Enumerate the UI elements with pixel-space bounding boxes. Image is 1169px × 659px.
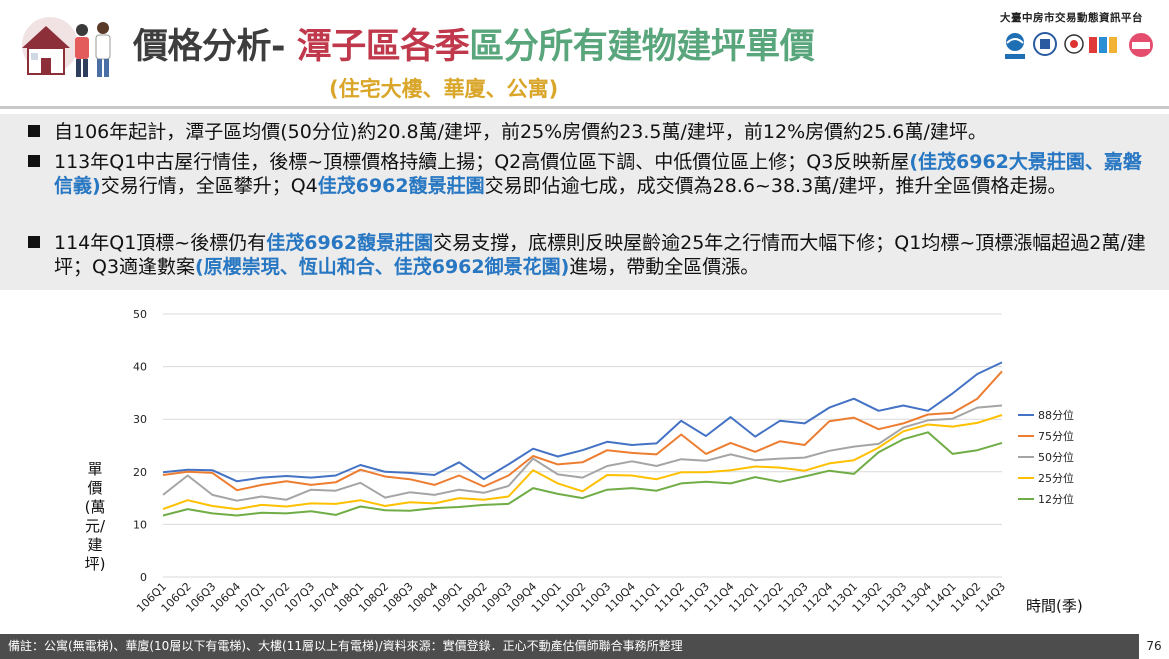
series-line-1: [162, 370, 1003, 492]
agency-logo-icon: [1064, 34, 1084, 54]
slide-subtitle: (住宅大樓、華廈、公寓): [329, 77, 559, 101]
series-line-3: [162, 414, 1003, 511]
chart-gridlines: [163, 313, 1002, 578]
partner-logos: [1001, 31, 1159, 61]
realtor-logo-icon: [1129, 33, 1153, 57]
highlighted-project-name: (原櫻崇現、恆山和合、佳茂6962御景花園): [195, 256, 570, 278]
legend-label: 50分位: [1038, 450, 1074, 464]
y-tick-label: 20: [133, 466, 147, 479]
series-line-0: [162, 361, 1003, 483]
bullet-text-segment: 114年Q1頂標~後標仍有: [54, 232, 267, 254]
bullet-text-segment: 進場，帶動全區價漲。: [569, 256, 760, 278]
city-emblem-logo-icon: [1033, 32, 1057, 56]
bullet-square-icon: [28, 155, 40, 167]
analysis-bullets: 自106年起計，潭子區均價(50分位)約20.8萬/建坪，前25%房價約23.5…: [0, 114, 1169, 290]
highlighted-project-name: 佳茂6962馥景莊園: [266, 232, 434, 254]
slide-header: 價格分析- 潭子區各季區分所有建物建坪單價 (住宅大樓、華廈、公寓) 大臺中房市…: [0, 0, 1169, 110]
y-axis-title-text: 單價(萬元/建坪): [84, 460, 106, 573]
slide-title: 價格分析- 潭子區各季區分所有建物建坪單價: [133, 18, 815, 69]
legend-label: 75分位: [1038, 429, 1074, 443]
bullet-square-icon: [28, 125, 40, 137]
footer-note: 備註：公寓(無電梯)、華廈(10層以下有電梯)、大樓(11層以上有電梯)/資料來…: [0, 634, 1139, 659]
bullet-item: 114年Q1頂標~後標仍有佳茂6962馥景莊園交易支撐，底標則反映屋齡逾25年之…: [28, 231, 1153, 281]
legend-label: 12分位: [1038, 492, 1074, 506]
bullet-text-segment: 113年Q1中古屋行情佳，後標~頂標價格持續上揚；Q2高價位區下調、中低價位區上…: [54, 151, 910, 173]
header-divider: [0, 106, 1169, 109]
bullet-text-segment: 交易支撐，底標則反映屋齡逾25年之行情而大幅下修；Q1均標~頂標漲幅超過2萬/建…: [54, 232, 1146, 278]
chart-series: [162, 361, 1003, 517]
legend-label: 25分位: [1038, 471, 1074, 485]
series-line-4: [162, 431, 1003, 517]
bullet-text: 113年Q1中古屋行情佳，後標~頂標價格持續上揚；Q2高價位區下調、中低價位區上…: [54, 150, 1154, 198]
tiptop-logo-icon: [1089, 37, 1117, 53]
bullet-text-segment: 自106年起計，潭子區均價(50分位)約20.8萬/建坪，前25%房價約23.5…: [54, 121, 987, 143]
y-tick-label: 40: [133, 361, 147, 374]
bullet-text-segment: 交易即佔逾七成，成交價為28.6~38.3萬/建坪，推升全區價格走揚。: [484, 175, 1067, 197]
y-axis-title: 單價(萬元/建坪): [84, 460, 106, 574]
tuda-logo-icon: [1005, 33, 1025, 59]
page-number: 76: [1146, 639, 1162, 653]
highlighted-project-name: (佳茂6962大景莊園、嘉磐信義): [54, 151, 1142, 197]
bullet-square-icon: [28, 236, 40, 248]
title-building-unit-price: 區分所有建物建坪單價: [469, 27, 815, 67]
y-tick-label: 30: [133, 413, 147, 426]
x-axis-title: 時間(季): [1026, 597, 1083, 615]
legend-label: 88分位: [1038, 408, 1074, 422]
y-tick-label: 50: [133, 308, 147, 321]
unit-price-line-chart: 0 10 20 30 40 50 106Q1106Q2106Q3106Q4107Q1107…: [133, 308, 1074, 615]
bullet-text: 114年Q1頂標~後標仍有佳茂6962馥景莊園交易支撐，底標則反映屋齡逾25年之…: [54, 231, 1154, 279]
x-axis-ticks: 106Q1106Q2106Q3106Q4107Q1107Q2107Q3107Q4…: [134, 580, 1008, 615]
highlighted-project-name: 佳茂6962馥景莊園: [317, 175, 485, 197]
bullet-item: 自106年起計，潭子區均價(50分位)約20.8萬/建坪，前25%房價約23.5…: [28, 120, 1153, 144]
y-tick-label: 10: [133, 518, 147, 531]
series-line-2: [162, 404, 1003, 502]
family-house-illustration-icon: [22, 17, 111, 77]
chart-legend: 88分位 75分位 50分位 25分位 12分位: [1018, 408, 1074, 506]
bullet-text: 自106年起計，潭子區均價(50分位)約20.8萬/建坪，前25%房價約23.5…: [54, 120, 1154, 144]
title-prefix: 價格分析-: [133, 27, 286, 67]
platform-name: 大臺中房市交易動態資訊平台: [1000, 12, 1143, 24]
bullet-item: 113年Q1中古屋行情佳，後標~頂標價格持續上揚；Q2高價位區下調、中低價位區上…: [28, 150, 1153, 224]
title-district-quarterly: 潭子區各季: [296, 27, 470, 67]
y-axis-ticks: 0 10 20 30 40 50: [133, 308, 147, 584]
bullet-text-segment: 交易行情，全區攀升；Q4: [100, 175, 318, 197]
y-tick-label: 0: [140, 571, 147, 584]
